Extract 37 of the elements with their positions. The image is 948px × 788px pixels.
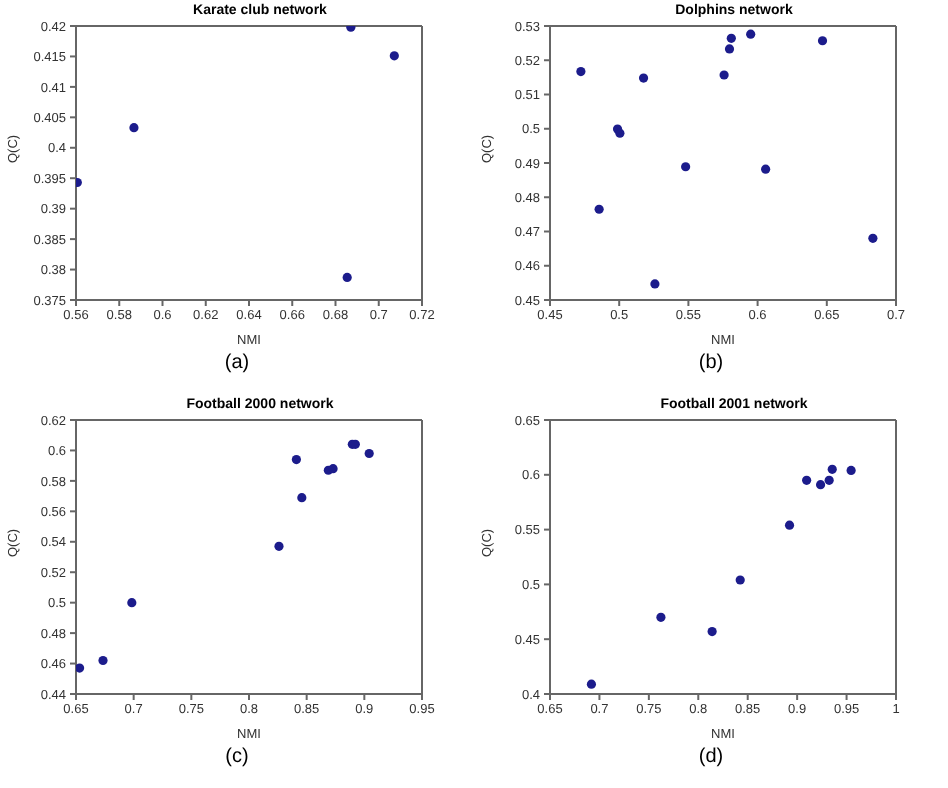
point: [846, 465, 856, 476]
point: [127, 598, 137, 608]
text: (a): [222, 352, 252, 374]
point: [129, 123, 139, 133]
text: (d): [696, 746, 726, 768]
point: [707, 626, 717, 637]
point: [817, 36, 828, 46]
point: [650, 279, 660, 289]
point: [719, 70, 729, 80]
point: [827, 464, 837, 474]
point: [98, 655, 108, 666]
point: [681, 162, 691, 172]
text: (b): [696, 352, 726, 374]
point: [868, 233, 878, 243]
point: [824, 475, 834, 485]
point: [746, 29, 756, 39]
point: [594, 204, 604, 214]
text: (c): [223, 746, 251, 768]
point: [724, 44, 735, 54]
point: [297, 493, 307, 503]
point: [735, 575, 745, 585]
point: [802, 475, 812, 485]
point: [274, 541, 284, 551]
point: [364, 448, 374, 459]
point: [342, 272, 352, 283]
point: [328, 464, 338, 474]
point: [586, 679, 597, 689]
point: [761, 164, 771, 174]
point: [815, 480, 826, 490]
point: [76, 663, 85, 673]
point: [291, 454, 301, 465]
point: [656, 612, 666, 622]
point: [726, 33, 736, 43]
point: [638, 73, 649, 83]
point: [784, 520, 795, 530]
point: [576, 66, 586, 77]
point: [389, 51, 399, 61]
